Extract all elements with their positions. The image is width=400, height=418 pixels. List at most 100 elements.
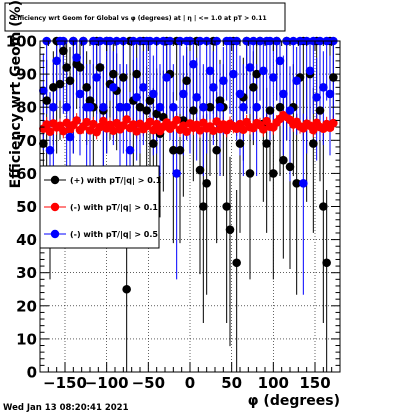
marker-s1-32 [145, 117, 155, 127]
y-tick-label-3: 30 [16, 264, 37, 282]
marker-s0-8 [65, 76, 75, 86]
marker-s2-4 [52, 56, 61, 66]
marker-s0-49 [202, 179, 211, 188]
marker-s0-55 [222, 202, 231, 211]
legend-entry-2: (-) with pT/|q| > 0.5 [44, 229, 158, 239]
marker-s0-32 [145, 96, 155, 105]
chart-title: Efficiency wrt Geom for Global vs φ (deg… [13, 15, 267, 23]
y-axis-title: Efficiency wrt Geom (%) [8, 0, 24, 188]
marker-s1-13 [82, 117, 91, 127]
marker-s1-34 [152, 119, 161, 129]
marker-s1-14 [85, 126, 95, 135]
marker-s0-41 [175, 145, 185, 155]
y-tick-label-7: 70 [16, 132, 37, 150]
marker-s0-76 [292, 179, 301, 188]
marker-s0-45 [189, 106, 198, 115]
marker-s1-21 [109, 126, 118, 136]
legend-entry-0: (+) with pT/|q| > 0.1 [44, 175, 162, 185]
marker-s0-43 [182, 76, 191, 86]
marker-s0-64 [252, 69, 261, 79]
marker-s0-7 [62, 63, 71, 72]
y-tick-label-8: 80 [16, 99, 37, 117]
marker-s0-29 [135, 102, 145, 112]
marker-s1-87 [329, 118, 338, 128]
marker-s1-15 [89, 119, 98, 129]
marker-s1-7 [62, 118, 71, 128]
marker-s2-35 [155, 102, 165, 112]
marker-s2-82 [312, 92, 321, 102]
marker-s1-66 [259, 125, 268, 134]
marker-s0-81 [309, 139, 318, 148]
marker-s2-18 [99, 102, 108, 112]
marker-s1-52 [212, 117, 221, 126]
marker-s0-17 [95, 63, 105, 72]
marker-s2-57 [229, 69, 238, 79]
marker-s0-84 [319, 202, 328, 211]
marker-s0-28 [132, 69, 141, 79]
marker-s2-78 [299, 179, 308, 188]
marker-s0-58 [232, 258, 241, 268]
y-tick-label-1: 10 [16, 330, 37, 348]
marker-s0-33 [149, 139, 158, 148]
y-tick-label-4: 40 [16, 231, 37, 249]
x-axis-title: φ (degrees) [248, 393, 340, 409]
marker-s1-25 [122, 115, 131, 124]
marker-s2-71 [275, 56, 285, 66]
marker-s2-8 [65, 132, 75, 142]
x-tick-label-6: 150 [299, 374, 330, 392]
legend-entry-1: (-) with pT/|q| > 0.1 [44, 202, 158, 212]
marker-s0-53 [215, 96, 225, 105]
marker-s2-62 [245, 63, 255, 72]
marker-s0-67 [262, 139, 271, 148]
marker-s1-47 [195, 126, 205, 135]
marker-s1-10 [72, 116, 81, 125]
marker-s2-74 [285, 106, 295, 115]
marker-s1-81 [309, 125, 318, 135]
legend-label-0: (+) with pT/|q| > 0.1 [70, 176, 162, 185]
marker-s1-6 [59, 126, 68, 136]
marker-s0-48 [199, 202, 208, 211]
marker-s1-1 [42, 120, 51, 129]
marker-s2-3 [49, 102, 58, 112]
title-box [4, 2, 286, 32]
marker-s1-43 [182, 127, 191, 136]
marker-s2-80 [305, 66, 315, 76]
y-tick-label-9: 90 [16, 66, 37, 84]
legend-marker-minus-pt01 [50, 202, 60, 212]
y-tick-label-6: 60 [16, 165, 37, 183]
marker-s1-51 [209, 126, 218, 136]
x-tick-label-4: 50 [221, 374, 242, 392]
marker-s1-27 [129, 120, 138, 129]
marker-s0-3 [49, 83, 58, 92]
marker-s1-22 [112, 118, 121, 128]
marker-s2-10 [72, 53, 81, 62]
marker-s0-31 [142, 106, 151, 115]
marker-s0-69 [269, 169, 278, 178]
marker-s0-1 [42, 96, 51, 105]
marker-s0-47 [195, 165, 205, 175]
marker-s1-28 [132, 127, 141, 136]
marker-s0-85 [322, 258, 331, 268]
marker-s1-55 [222, 125, 231, 135]
marker-s0-74 [285, 162, 295, 172]
marker-s2-28 [132, 92, 141, 102]
y-tick-label-10: 100 [6, 33, 37, 51]
marker-s2-33 [149, 89, 158, 99]
marker-s2-66 [259, 66, 268, 76]
marker-s2-26 [125, 145, 135, 155]
marker-s1-2 [45, 127, 55, 136]
legend-label-2: (-) with pT/|q| > 0.5 [70, 230, 158, 239]
marker-s2-59 [235, 89, 245, 99]
marker-s2-69 [269, 73, 278, 82]
marker-s0-63 [249, 83, 258, 92]
marker-s2-39 [169, 102, 178, 112]
marker-s0-72 [279, 155, 288, 165]
marker-s2-46 [192, 92, 201, 102]
marker-s0-68 [265, 106, 275, 115]
marker-s0-83 [315, 106, 325, 115]
marker-s2-40 [172, 169, 181, 178]
marker-s2-51 [209, 83, 218, 92]
marker-s0-13 [82, 83, 91, 92]
marker-s0-6 [59, 46, 68, 56]
